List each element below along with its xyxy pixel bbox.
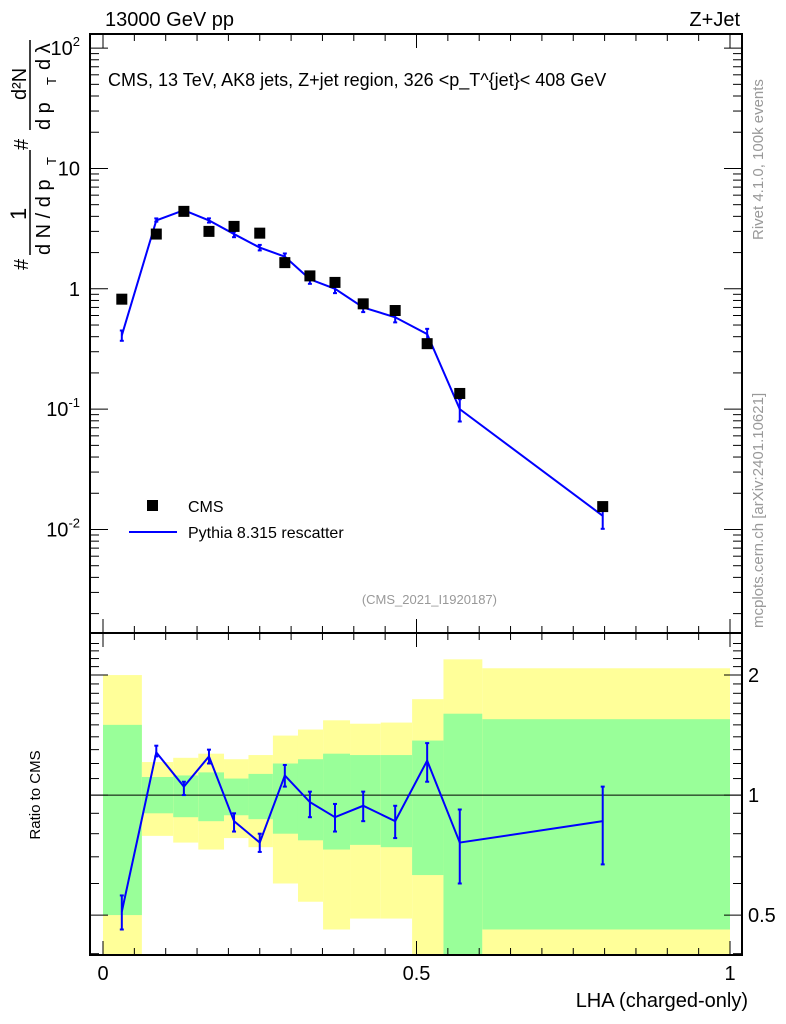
band-inner xyxy=(482,719,730,930)
cms-data-point xyxy=(254,227,266,239)
svg-text:1: 1 xyxy=(6,208,31,220)
cms-data-point xyxy=(116,293,128,305)
y-tick-base: 10 xyxy=(46,399,68,421)
y-tick-exp: -2 xyxy=(68,515,80,530)
svg-text:d λ: d λ xyxy=(33,43,55,70)
ratio-frame xyxy=(89,632,743,956)
svg-text:d N / d p: d N / d p xyxy=(33,179,55,255)
y-tick-label: 10-1 xyxy=(46,395,80,421)
ratio-axis-ticks xyxy=(90,633,742,955)
y-tick-exp: -1 xyxy=(68,395,80,410)
y-tick-label: 102 xyxy=(51,34,80,60)
legend-mc-label: Pythia 8.315 rescatter xyxy=(188,525,344,542)
y-tick-base: 10 xyxy=(51,38,73,60)
cms-data-point xyxy=(279,257,291,269)
header-left: 13000 GeV pp xyxy=(105,9,234,31)
cms-data-point xyxy=(389,305,401,317)
y-tick-base: 10 xyxy=(58,158,80,180)
legend-cms-label: CMS xyxy=(188,499,224,516)
band-inner xyxy=(350,755,381,845)
x-tick-labels: 0 0.5 1 xyxy=(97,963,735,985)
mc-line xyxy=(120,209,604,517)
band-inner xyxy=(380,755,413,848)
plot-title: CMS, 13 TeV, AK8 jets, Z+jet region, 326… xyxy=(108,70,606,91)
band-inner xyxy=(198,772,225,822)
header-right: Z+Jet xyxy=(689,9,740,31)
band-inner xyxy=(248,773,273,820)
cms-data-point xyxy=(203,225,215,237)
analysis-id: (CMS_2021_I1920187) xyxy=(362,592,497,607)
cms-data-point xyxy=(454,387,466,399)
cms-data-point xyxy=(178,205,190,217)
y-tick-label: 10-2 xyxy=(46,515,80,541)
ratio-bands xyxy=(103,659,730,955)
x-axis-label: LHA (charged-only) xyxy=(576,990,748,1012)
y-tick-label: 1 xyxy=(69,279,80,301)
ratio-y-tick-label: 0.5 xyxy=(748,905,776,927)
cms-data-point xyxy=(150,228,162,240)
svg-text:T: T xyxy=(44,77,59,85)
cms-data-point xyxy=(357,298,369,310)
main-frame xyxy=(89,33,743,634)
y-tick-base: 10 xyxy=(46,519,68,541)
cms-data-point xyxy=(228,220,240,232)
x-tick-label: 0 xyxy=(97,963,108,985)
legend: CMS Pythia 8.315 rescatter xyxy=(129,499,344,542)
svg-text:d p: d p xyxy=(33,102,55,130)
svg-text:T: T xyxy=(44,157,59,165)
band-inner xyxy=(224,778,249,816)
y-tick-exp: 2 xyxy=(73,34,80,49)
rivet-info: Rivet 4.1.0, 100k events xyxy=(750,79,767,240)
ratio-y-tick-label: 2 xyxy=(748,665,759,687)
band-inner xyxy=(103,724,142,916)
ratio-y-tick-label: 1 xyxy=(748,785,759,807)
mcplots-info: mcplots.cern.ch [arXiv:2401.10621] xyxy=(750,393,767,628)
x-tick-label: 1 xyxy=(724,963,735,985)
ratio-line xyxy=(120,750,603,912)
x-tick-label: 0.5 xyxy=(403,963,431,985)
svg-text:d²N: d²N xyxy=(9,68,31,100)
ratio-marks xyxy=(119,742,605,931)
main-axis-ticks xyxy=(90,34,742,633)
svg-text:#: # xyxy=(11,258,33,270)
cms-data-point xyxy=(304,270,316,282)
cms-data-point xyxy=(421,338,433,350)
svg-text:#: # xyxy=(11,138,33,150)
band-inner xyxy=(443,713,483,955)
main-marks xyxy=(116,205,609,530)
y-tick-label: 10 xyxy=(58,158,80,180)
main-y-axis-label: # 1 d N / d p T # d²N d p T d λ xyxy=(6,40,59,270)
y-tick-base: 1 xyxy=(69,279,80,301)
legend-cms-marker xyxy=(147,500,158,511)
ratio-ytick-labels: 0.5 1 2 xyxy=(748,665,776,927)
band-inner xyxy=(323,753,351,850)
cms-data-point xyxy=(329,276,341,288)
cms-data-point xyxy=(597,501,609,513)
ratio-y-axis-label: Ratio to CMS xyxy=(27,750,44,839)
